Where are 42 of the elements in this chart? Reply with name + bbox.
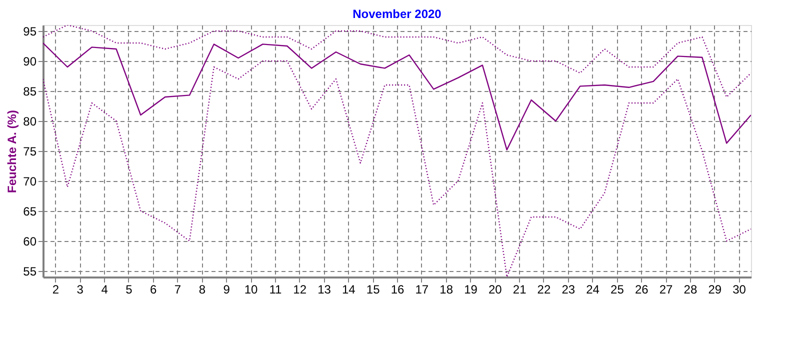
chart-title: November 2020 <box>352 7 442 21</box>
x-tick-label: 13 <box>318 282 332 296</box>
x-tick-label: 17 <box>415 282 429 296</box>
x-tick-label: 16 <box>390 282 404 296</box>
y-tick-label: 70 <box>23 174 37 188</box>
x-tick-label: 5 <box>126 282 133 296</box>
x-tick-label: 2 <box>52 282 60 296</box>
x-tick-label: 10 <box>244 282 258 296</box>
x-tick-label: 14 <box>342 282 356 296</box>
x-tick-label: 8 <box>198 282 206 296</box>
line-series <box>43 42 751 150</box>
y-tick-label: 90 <box>23 54 37 68</box>
x-tick-label: 7 <box>174 282 182 296</box>
x-tick-label: 18 <box>440 282 454 296</box>
x-tick-label: 29 <box>708 282 722 296</box>
y-tick-label: 65 <box>23 204 37 218</box>
x-tick-label: 3 <box>76 282 84 296</box>
x-tick-label: 19 <box>464 282 478 296</box>
y-tick-label: 55 <box>23 264 37 278</box>
y-tick-label: 95 <box>23 24 37 38</box>
x-tick-label: 27 <box>659 282 674 296</box>
y-tick-label: 80 <box>23 114 37 128</box>
x-tick-label: 21 <box>512 282 527 296</box>
x-tick-label: 23 <box>562 282 576 296</box>
x-tick-label: 30 <box>732 282 746 296</box>
x-tick-label: 24 <box>586 282 600 296</box>
x-tick-label: 11 <box>269 282 282 296</box>
x-tick-label: 12 <box>293 282 307 296</box>
x-tick-label: 4 <box>101 282 108 296</box>
x-tick-label: 6 <box>150 282 158 296</box>
y-tick-label: 60 <box>23 234 37 248</box>
x-tick-label: 28 <box>684 282 698 296</box>
x-tick-label: 9 <box>223 282 230 296</box>
x-tick-label: 25 <box>610 282 624 296</box>
y-axis-title: Feuchte A. (%) <box>5 110 20 193</box>
y-tick-label: 75 <box>23 144 37 158</box>
x-tick-label: 20 <box>488 282 502 296</box>
x-tick-label: 22 <box>537 282 551 296</box>
x-tick-label: 26 <box>634 282 649 296</box>
line-series <box>43 25 751 98</box>
y-tick-label: 85 <box>23 84 37 98</box>
x-tick-label: 15 <box>366 282 380 296</box>
